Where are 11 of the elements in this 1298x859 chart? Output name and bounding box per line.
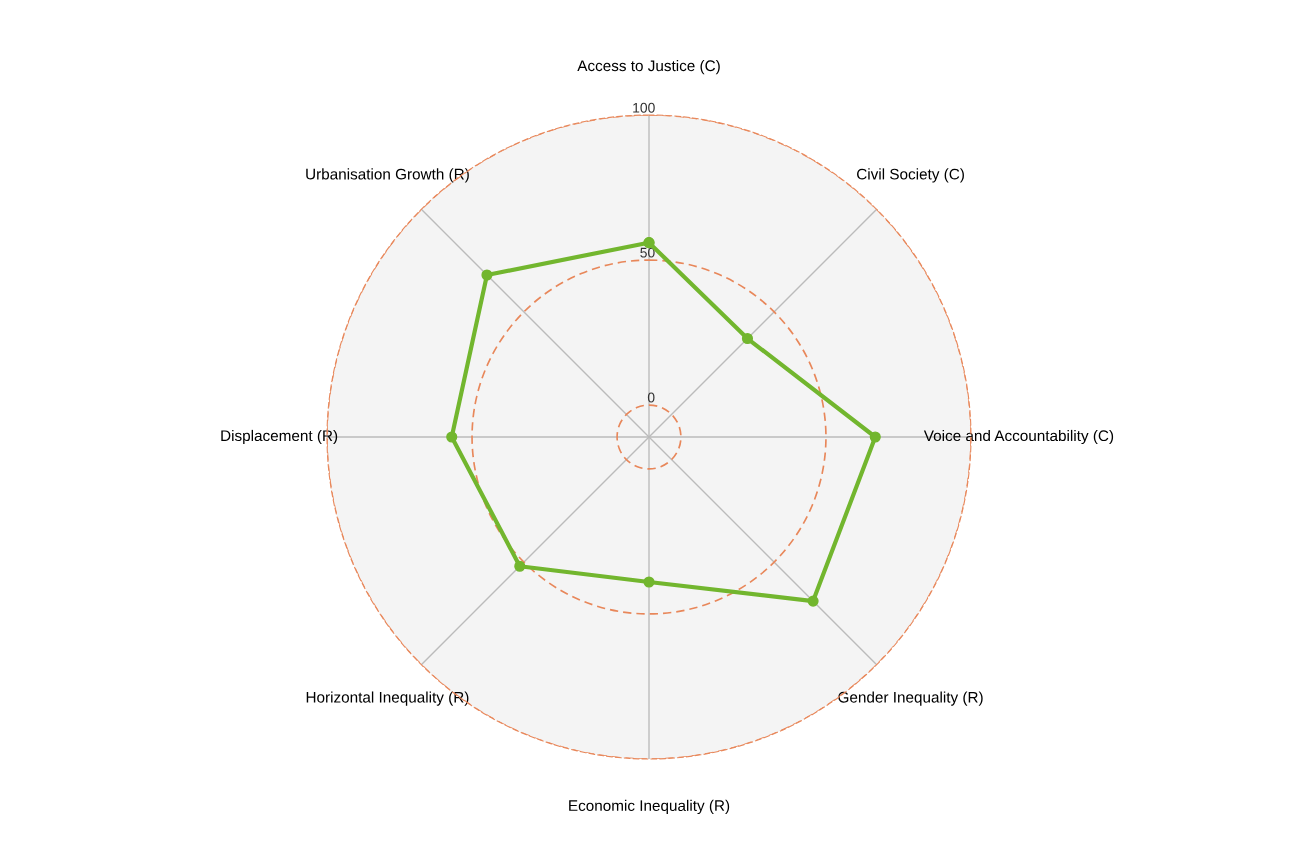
spoke-label: Civil Society (C) [857, 168, 964, 183]
y-tick-label: 50 [640, 247, 655, 258]
y-tick-label: 100 [633, 102, 655, 113]
spoke-label: Horizontal Inequality (R) [306, 691, 469, 706]
spoke-label: Voice and Accountability (C) [923, 429, 1114, 445]
spoke-label: Economic Inequality (R) [569, 799, 730, 815]
spoke-label: Access to Justice (C) [577, 59, 720, 75]
y-tick-label: 0 [647, 392, 655, 403]
spoke-label: Gender Inequality (R) [838, 691, 983, 706]
spoke-label: Urbanisation Growth (R) [306, 168, 469, 183]
spoke-label: Displacement (R) [221, 429, 338, 445]
